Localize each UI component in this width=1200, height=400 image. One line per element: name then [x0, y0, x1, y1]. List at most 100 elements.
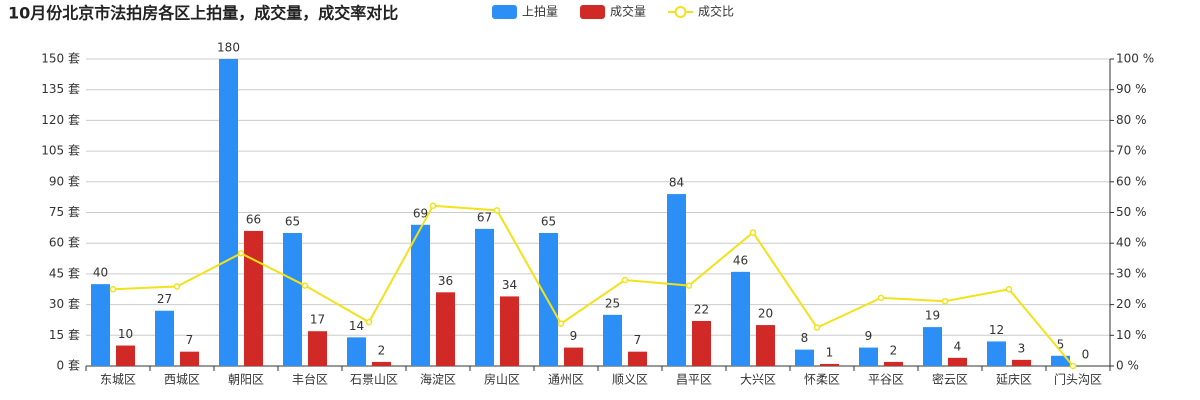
y-tick-label: 45 套 [49, 266, 80, 280]
bar [244, 230, 263, 366]
data-label: 69 [413, 206, 428, 220]
line-point [621, 276, 629, 284]
x-tick-label: 丰台区 [292, 372, 328, 387]
legend-label[interactable]: 上拍量 [522, 4, 558, 19]
line-point [749, 229, 757, 236]
y-tick-label: 60 套 [49, 236, 80, 250]
legend-label[interactable]: 成交量 [610, 4, 646, 19]
data-label: 20 [758, 307, 773, 321]
line-point [685, 282, 693, 289]
x-tick-label: 石景山区 [350, 373, 398, 387]
bar [347, 337, 366, 366]
data-label: 25 [605, 296, 620, 310]
y2-tick-label: 90 % [1116, 82, 1147, 96]
bar [283, 232, 302, 366]
bar [884, 361, 903, 366]
bar [1051, 355, 1070, 366]
y-tick-label: 135 套 [41, 82, 80, 96]
data-label: 27 [157, 292, 172, 306]
legend-label[interactable]: 成交比 [698, 4, 734, 19]
data-label: 40 [93, 266, 108, 280]
y2-tick-label: 30 % [1116, 266, 1147, 280]
data-label: 4 [954, 339, 962, 353]
bar [795, 349, 814, 366]
bar [628, 351, 647, 366]
data-label: 65 [285, 214, 300, 228]
bar [116, 345, 135, 366]
bar [180, 351, 199, 366]
x-tick-label: 海淀区 [420, 372, 456, 387]
legend-swatch[interactable] [580, 5, 606, 19]
bar [667, 194, 686, 366]
bar [731, 271, 750, 366]
bar [308, 331, 327, 366]
x-tick-label: 平谷区 [868, 373, 904, 387]
data-label: 2 [890, 343, 898, 357]
bar [1012, 359, 1031, 366]
y2-tick-label: 10 % [1116, 328, 1147, 342]
x-tick-label: 门头沟区 [1054, 372, 1102, 387]
data-label: 22 [694, 302, 709, 316]
x-tick-label: 怀柔区 [804, 373, 840, 387]
data-label: 12 [989, 323, 1004, 337]
bar [564, 347, 583, 366]
line-point [877, 294, 885, 302]
line-point [237, 250, 245, 257]
bar [603, 314, 622, 366]
bar [219, 59, 238, 366]
bar [500, 296, 519, 366]
line-point [941, 297, 949, 305]
y-tick-label: 30 套 [49, 297, 80, 311]
line-point [557, 320, 565, 327]
y2-tick-label: 80 % [1116, 113, 1147, 127]
x-tick-label: 密云区 [932, 372, 968, 387]
line [112, 204, 1074, 367]
line-point [813, 324, 821, 331]
x-tick-label: 朝阳区 [228, 373, 264, 387]
line-point [1069, 362, 1077, 370]
data-label: 84 [669, 176, 684, 190]
x-tick-label: 房山区 [484, 372, 520, 387]
data-label: 7 [186, 333, 194, 347]
data-label: 8 [801, 331, 809, 345]
y-tick-label: 75 套 [49, 205, 80, 219]
legend-swatch[interactable] [492, 5, 517, 19]
bar [859, 347, 878, 366]
data-label: 0 [1082, 348, 1090, 362]
y-tick-label: 0 套 [57, 359, 80, 373]
data-label: 65 [541, 214, 556, 228]
y2-tick-label: 50 % [1116, 205, 1147, 219]
chart-title: 10月份北京市法拍房各区上拍量，成交量，成交率对比 [8, 4, 398, 23]
data-label: 1 [826, 345, 834, 359]
data-label: 67 [477, 210, 492, 224]
line-point [429, 202, 437, 209]
legend-swatch[interactable] [674, 6, 687, 18]
line-point [301, 282, 309, 289]
bar [411, 224, 430, 366]
y-tick-label: 120 套 [41, 113, 80, 127]
data-label: 3 [1018, 341, 1026, 355]
data-label: 19 [925, 309, 940, 323]
x-tick-label: 大兴区 [740, 373, 776, 387]
y2-tick-label: 60 % [1116, 174, 1147, 188]
x-tick-label: 西城区 [164, 373, 200, 387]
bar [923, 327, 942, 366]
data-label: 7 [634, 333, 642, 347]
y2-tick-label: 20 % [1116, 297, 1147, 311]
bar [91, 284, 110, 366]
line-point [493, 207, 501, 214]
data-label: 5 [1057, 337, 1065, 351]
y2-tick-label: 70 % [1116, 144, 1147, 158]
x-tick-label: 顺义区 [612, 373, 648, 387]
x-tick-label: 延庆区 [996, 373, 1032, 387]
y-tick-label: 105 套 [41, 144, 80, 158]
bar [987, 341, 1006, 366]
y2-tick-label: 0 % [1116, 359, 1139, 373]
bar [692, 320, 711, 366]
bar [948, 357, 967, 366]
y2-tick-label: 100 % [1116, 52, 1154, 66]
bar [372, 361, 391, 366]
bar [436, 292, 455, 366]
bar [475, 228, 494, 366]
